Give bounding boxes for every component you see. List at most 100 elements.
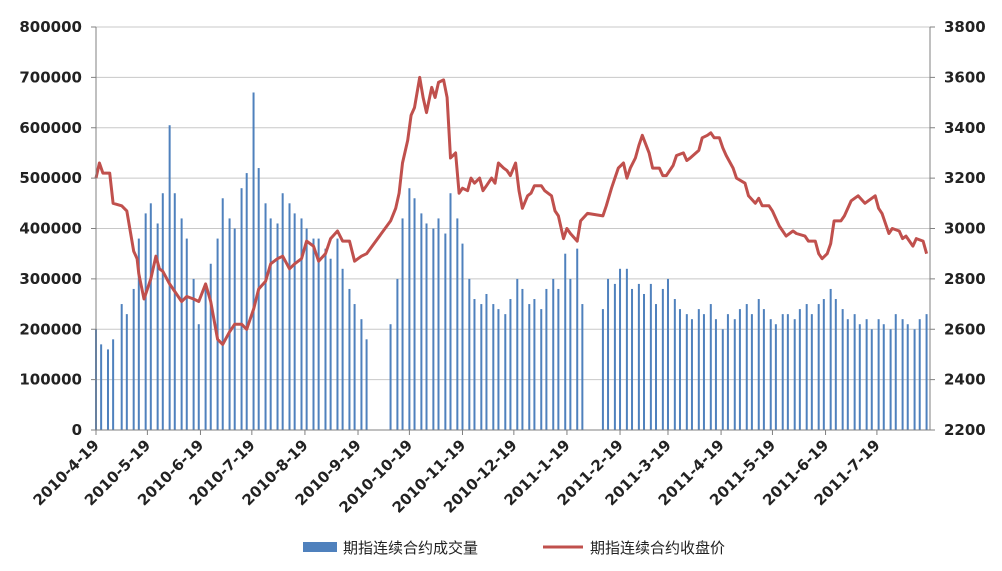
volume-bar <box>240 188 243 430</box>
volume-bar <box>829 288 832 430</box>
volume-bar <box>654 304 657 430</box>
y-right-tick-label: 3600 <box>944 68 986 86</box>
volume-bar <box>918 319 921 430</box>
volume-bar <box>293 213 296 430</box>
volume-bar <box>504 314 507 430</box>
volume-bar <box>846 319 849 430</box>
volume-bar <box>480 304 483 430</box>
volume-bar <box>793 319 796 430</box>
volume-bar <box>112 339 115 430</box>
volume-bar <box>925 314 928 430</box>
volume-bar <box>762 309 765 430</box>
volume-bar <box>245 173 248 430</box>
volume-bar <box>557 288 560 430</box>
volume-bar <box>521 288 524 430</box>
volume-bar <box>834 299 837 430</box>
volume-bar <box>798 309 801 430</box>
volume-bar <box>161 193 164 430</box>
volume-bar <box>750 314 753 430</box>
volume-bar <box>185 238 188 430</box>
volume-bar <box>661 288 664 430</box>
volume-bar <box>305 228 308 430</box>
volume-bar <box>473 299 476 430</box>
volume-bar <box>853 314 856 430</box>
volume-bar <box>468 278 471 430</box>
volume-bar <box>607 278 610 430</box>
volume-bar <box>192 278 195 430</box>
legend-volume-label: 期指连续合约成交量 <box>343 539 478 557</box>
volume-bar <box>516 278 519 430</box>
volume-bar <box>317 238 320 430</box>
volume-bar <box>125 314 128 430</box>
volume-bar <box>100 344 103 430</box>
volume-bar <box>413 198 416 430</box>
volume-bar <box>257 168 260 431</box>
volume-bar <box>365 339 368 430</box>
volume-bar <box>401 218 404 430</box>
volume-bar <box>913 329 916 430</box>
volume-bar <box>901 319 904 430</box>
volume-bar <box>810 314 813 430</box>
y-right-tick-label: 2200 <box>944 421 986 439</box>
volume-bar <box>233 228 236 430</box>
volume-bar <box>106 349 109 430</box>
y-left-tick-label: 700000 <box>19 68 82 86</box>
y-right-tick-label: 2600 <box>944 320 986 338</box>
volume-bar <box>252 92 255 431</box>
volume-bar <box>120 304 123 430</box>
volume-bar <box>336 238 339 430</box>
y-right-tick-label: 3800 <box>944 18 986 36</box>
volume-bar <box>264 203 267 430</box>
volume-bar <box>197 324 200 430</box>
volume-bar <box>449 193 452 430</box>
volume-bar <box>569 278 572 430</box>
volume-bar <box>312 238 315 430</box>
volume-bar <box>666 278 669 430</box>
volume-bar <box>774 324 777 430</box>
volume-bar <box>631 288 634 430</box>
volume-bar <box>276 223 279 430</box>
volume-bar <box>581 304 584 430</box>
volume-bar <box>685 314 688 430</box>
volume-bar <box>805 304 808 430</box>
volume-bar <box>432 228 435 430</box>
y-right-tick-label: 2400 <box>944 371 986 389</box>
volume-bar <box>738 309 741 430</box>
volume-bar <box>281 193 284 430</box>
volume-bar <box>300 218 303 430</box>
volume-bar <box>757 299 760 430</box>
volume-bar <box>228 218 231 430</box>
volume-bar <box>497 309 500 430</box>
volume-bar <box>408 188 411 430</box>
volume-bar <box>132 288 135 430</box>
legend-price-label: 期指连续合约收盘价 <box>590 539 725 557</box>
volume-bar <box>456 218 459 430</box>
volume-bar <box>204 283 207 430</box>
volume-bar <box>841 309 844 430</box>
volume-bar <box>444 233 447 430</box>
volume-bar <box>144 213 147 430</box>
volume-bar <box>528 304 531 430</box>
volume-bar <box>865 319 868 430</box>
volume-bar <box>889 329 892 430</box>
volume-bar <box>461 243 464 430</box>
y-right-tick-label: 3000 <box>944 220 986 238</box>
volume-bar <box>360 319 363 430</box>
y-left-tick-label: 0 <box>72 421 82 439</box>
volume-bar <box>678 309 681 430</box>
volume-bar <box>425 223 428 430</box>
y-right-tick-label: 3400 <box>944 119 986 137</box>
volume-bar <box>817 304 820 430</box>
volume-bar <box>168 125 171 430</box>
y-left-tick-label: 200000 <box>19 320 82 338</box>
volume-bar <box>209 263 212 430</box>
volume-bar <box>540 309 543 430</box>
volume-bar <box>137 238 140 430</box>
volume-bar <box>576 248 579 430</box>
volume-bar <box>545 288 548 430</box>
volume-bar <box>690 319 693 430</box>
volume-bars <box>95 92 928 431</box>
